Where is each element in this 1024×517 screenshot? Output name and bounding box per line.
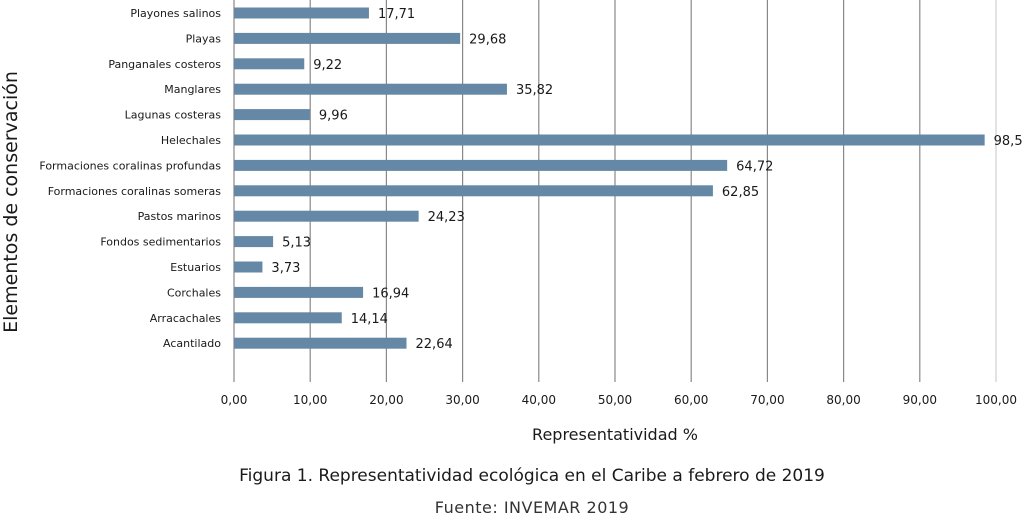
category-label: Helechales	[161, 134, 221, 147]
value-label: 64,72	[736, 159, 773, 174]
bar	[234, 210, 419, 222]
x-tick-label: 90,00	[903, 393, 937, 407]
category-label: Estuarios	[170, 261, 221, 274]
bar	[234, 236, 274, 248]
category-label: Fondos sedimentarios	[100, 236, 221, 249]
category-label: Formaciones coralinas someras	[48, 185, 222, 198]
bar	[234, 261, 263, 273]
category-label: Playones salinos	[130, 7, 221, 20]
x-tick-label: 50,00	[598, 393, 632, 407]
category-label: Arracachales	[150, 312, 221, 325]
bar	[234, 83, 507, 95]
value-label: 9,22	[313, 58, 342, 73]
value-label: 5,13	[282, 236, 311, 251]
x-tick-label: 30,00	[445, 393, 479, 407]
value-label: 24,23	[428, 210, 465, 225]
x-tick-label: 20,00	[369, 393, 403, 407]
value-label: 35,82	[516, 83, 553, 98]
figure-caption: Figura 1. Representatividad ecológica en…	[239, 466, 825, 486]
value-label: 14,14	[351, 312, 388, 327]
value-label: 16,94	[372, 286, 409, 301]
category-label: Pastos marinos	[138, 210, 222, 223]
bar	[234, 32, 461, 44]
bar	[234, 134, 985, 146]
bar	[234, 185, 713, 197]
x-tick-label: 80,00	[826, 393, 860, 407]
category-labels: Playones salinos Playas Panganales costero…	[39, 7, 221, 350]
x-tick-label: 100,00	[975, 393, 1017, 407]
bar	[234, 159, 728, 171]
bar	[234, 109, 310, 121]
bar	[234, 58, 305, 70]
x-tick-label: 70,00	[750, 393, 784, 407]
x-axis-title: Representatividad %	[532, 425, 698, 444]
value-label: 3,73	[271, 261, 300, 276]
x-tick-label: 0,00	[221, 393, 248, 407]
value-label: 9,96	[319, 109, 348, 124]
y-axis-title: Elementos de conservación	[0, 71, 22, 333]
value-label: 17,71	[378, 7, 415, 22]
bar	[234, 312, 342, 324]
value-label: 62,85	[722, 185, 759, 200]
category-label: Lagunas costeras	[125, 109, 222, 122]
category-label: Panganales costeros	[108, 58, 221, 71]
value-label: 98,51	[994, 134, 1024, 149]
category-label: Playas	[186, 32, 222, 45]
value-label: 29,68	[469, 32, 506, 47]
bar	[234, 337, 407, 349]
bar	[234, 7, 369, 19]
value-labels: 17,71 29,68 9,22 35,82 9,96 98,51 64,72 62,85 24…	[271, 7, 1024, 352]
bar	[234, 286, 364, 298]
category-label: Formaciones coralinas profundas	[39, 159, 221, 172]
x-tick-label: 40,00	[522, 393, 556, 407]
x-tick-label: 60,00	[674, 393, 708, 407]
x-tick-labels: 0,00 10,00 20,00 30,00 40,00 50,00 60,00 70,00 8…	[221, 393, 1017, 407]
value-label: 22,64	[416, 337, 453, 352]
figure-source: Fuente: INVEMAR 2019	[434, 498, 630, 517]
bars	[234, 7, 985, 349]
category-label: Corchales	[167, 286, 221, 299]
category-label: Manglares	[164, 83, 221, 96]
x-tick-label: 10,00	[293, 393, 327, 407]
category-label: Acantilado	[163, 337, 221, 350]
bar-chart: Playones salinos Playas Panganales costero…	[0, 0, 1024, 444]
